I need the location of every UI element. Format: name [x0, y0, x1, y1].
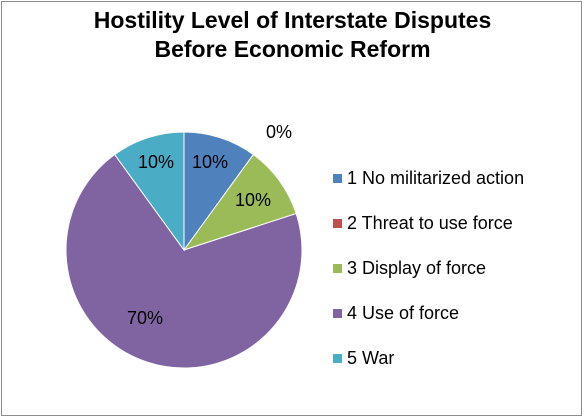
data-label-4: 70% — [127, 308, 163, 328]
chart-title: Hostility Level of Interstate Disputes B… — [0, 6, 585, 64]
pie-slice-1 — [183, 131, 255, 252]
legend-swatch-4 — [333, 309, 342, 318]
legend-swatch-3 — [333, 264, 342, 273]
pie-data-labels: 10% 0% 10% 70% 10% — [127, 122, 292, 328]
data-label-3: 10% — [235, 190, 271, 210]
data-label-5: 10% — [138, 152, 174, 172]
legend-swatch-1 — [333, 174, 342, 183]
chart-title-line-2: Before Economic Reform — [154, 36, 431, 62]
data-label-2: 0% — [266, 122, 292, 142]
legend-label-1: 1 No militarized action — [347, 168, 525, 188]
legend-label-2: 2 Threat to use force — [347, 213, 513, 233]
chart-title-line-1: Hostility Level of Interstate Disputes — [93, 7, 492, 33]
pie-slice-3 — [182, 153, 297, 251]
legend-label-4: 4 Use of force — [347, 303, 460, 323]
legend-swatch-5 — [333, 354, 342, 363]
legend-swatch-2 — [333, 219, 342, 228]
pie-slice-5 — [113, 131, 185, 252]
pie-slice-4 — [65, 153, 303, 369]
legend-label-3: 3 Display of force — [347, 258, 487, 278]
legend-label-5: 5 War — [347, 348, 395, 368]
pie-slices — [65, 131, 303, 369]
data-label-1: 10% — [192, 152, 228, 172]
